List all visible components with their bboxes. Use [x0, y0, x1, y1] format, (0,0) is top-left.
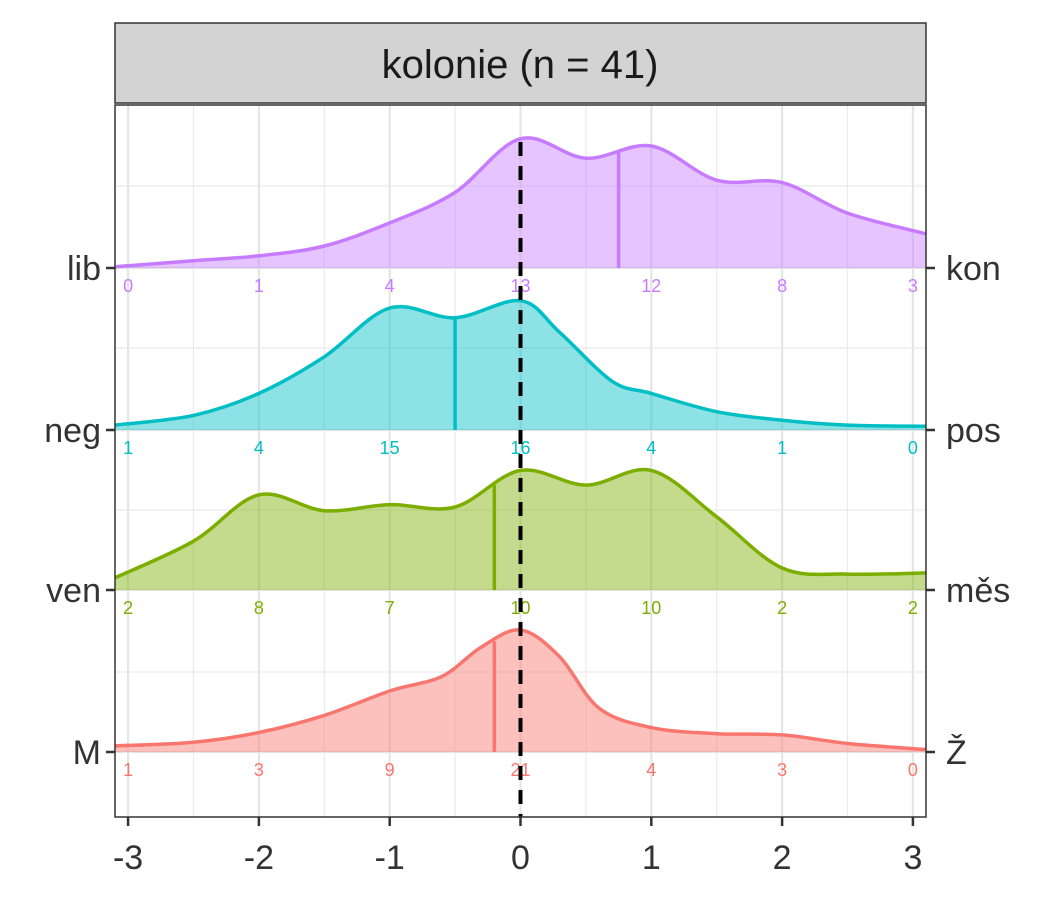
count-label: 8: [254, 598, 264, 618]
count-label: 3: [254, 760, 264, 780]
count-label: 1: [123, 438, 133, 458]
x-tick-label: 0: [511, 839, 530, 877]
count-label: 1: [254, 276, 264, 296]
y-label-left: M: [73, 734, 101, 772]
count-label: 16: [510, 438, 530, 458]
count-label: 2: [123, 598, 133, 618]
y-label-left: lib: [67, 250, 101, 288]
y-label-right: pos: [946, 412, 1001, 450]
count-label: 8: [777, 276, 787, 296]
y-label-right: Ž: [946, 734, 967, 772]
count-label: 2: [908, 598, 918, 618]
y-label-left: ven: [46, 572, 101, 610]
count-label: 15: [380, 438, 400, 458]
density-line-neg: [114, 298, 927, 429]
count-label: 2: [777, 598, 787, 618]
x-tick-label: 3: [903, 839, 922, 877]
count-label: 4: [385, 276, 395, 296]
count-label: 4: [646, 438, 656, 458]
facet-strip: [114, 22, 927, 104]
x-tick-label: -3: [113, 839, 143, 877]
count-label: 0: [908, 760, 918, 780]
x-tick-label: -1: [375, 839, 405, 877]
x-tick-label: 2: [773, 839, 792, 877]
count-label: 3: [777, 760, 787, 780]
y-label-left: neg: [44, 412, 101, 450]
y-label-right: kon: [946, 250, 1001, 288]
count-label: 10: [641, 598, 661, 618]
count-label: 12: [641, 276, 661, 296]
count-label: 4: [254, 438, 264, 458]
density-area-M: [115, 629, 926, 752]
count-label: 7: [385, 598, 395, 618]
count-label: 4: [646, 760, 656, 780]
count-label: 0: [123, 276, 133, 296]
density-line-lib: [114, 136, 927, 269]
count-label: 0: [908, 438, 918, 458]
facet-title: kolonie (n = 41): [382, 43, 659, 87]
count-label: 1: [123, 760, 133, 780]
count-label: 9: [385, 760, 395, 780]
x-tick-label: -2: [244, 839, 274, 877]
count-label: 1: [777, 438, 787, 458]
count-label: 3: [908, 276, 918, 296]
density-line-ven: [114, 467, 927, 580]
x-tick-label: 1: [642, 839, 661, 877]
y-label-right: měs: [946, 572, 1010, 610]
